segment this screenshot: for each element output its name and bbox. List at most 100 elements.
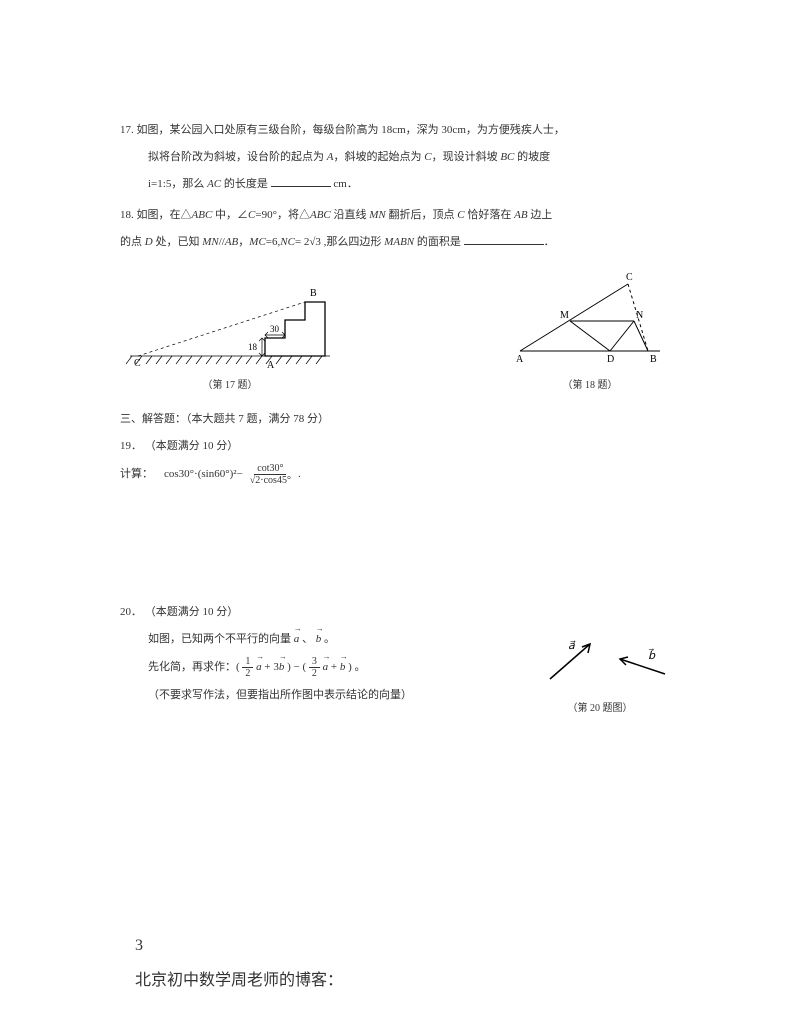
q19-expr: 计算： cos30°·(sin60°)²− cot30° √2·cos45° . <box>120 463 680 486</box>
q17-line3: i=1:5，那么 AC 的长度是 cm． <box>120 174 680 195</box>
calc-label: 计算： <box>120 468 153 480</box>
text: 恰好落在 <box>465 209 515 221</box>
q19-num: 19． <box>120 440 142 452</box>
problem-17: 17. 如图，某公园入口处原有三级台阶，每级台阶高为 18cm，深为 30cm，… <box>120 120 680 141</box>
label-A: A <box>516 354 524 365</box>
n: 3 <box>309 656 320 668</box>
fig20-caption: （第 20 题图） <box>520 699 680 718</box>
text: 的点 <box>120 236 145 248</box>
vec-a: a <box>256 657 262 678</box>
text: ，现设计斜坡 <box>432 151 501 163</box>
var: MC <box>249 236 266 248</box>
var: ABC <box>310 209 331 221</box>
label-B: B <box>650 354 657 365</box>
text: 翻折后，顶点 <box>386 209 458 221</box>
text: 边上 <box>528 209 553 221</box>
exam-page: 17. 如图，某公园入口处原有三级台阶，每级台阶高为 18cm，深为 30cm，… <box>0 0 800 928</box>
label-N: N <box>636 310 643 321</box>
unit: cm． <box>333 178 357 190</box>
fig17-caption: （第 17 题） <box>120 376 340 395</box>
triangle-diagram: A B C D M N <box>500 266 680 376</box>
text: ，斜坡的起始点为 <box>333 151 424 163</box>
fraction: cot30° √2·cos45° <box>247 463 294 486</box>
problem-18: 18. 如图，在△ABC 中，∠C=90°，将△ABC 沿直线 MN 翻折后，顶… <box>120 205 680 226</box>
steps-diagram: B C A 30 18 <box>120 266 340 376</box>
period: . <box>298 464 301 485</box>
vectors-diagram: a⃗ b⃗ <box>520 629 680 699</box>
text: =6, <box>266 236 280 248</box>
var: MABN <box>384 236 414 248</box>
var: C <box>457 209 464 221</box>
var: AB <box>225 236 238 248</box>
answer-blank <box>271 174 331 187</box>
section-3-heading: 三、解答题：（本大题共 7 题，满分 78 分） <box>120 409 680 430</box>
var: MN <box>369 209 386 221</box>
text: ， <box>238 236 249 248</box>
q18-num: 18. <box>120 209 134 221</box>
var: C <box>424 151 431 163</box>
q18-line2: 的点 D 处，已知 MN//AB，MC=6,NC= 2√3 ,那么四边形 MAB… <box>120 232 680 253</box>
work-space <box>120 492 680 602</box>
var: MN <box>202 236 219 248</box>
answer-blank <box>464 232 544 245</box>
text: 中，∠ <box>212 209 248 221</box>
label-M: M <box>560 310 569 321</box>
problem-20: 20． （本题满分 10 分） <box>120 602 680 623</box>
q20-line3: （不要求写作法，但要指出所作图中表示结论的向量） <box>120 685 500 706</box>
label-a: a⃗ <box>568 640 576 652</box>
expr-left: cos30°·(sin60°)²− <box>164 464 243 485</box>
var: BC <box>500 151 514 163</box>
q17-line1: 如图，某公园入口处原有三级台阶，每级台阶高为 18cm，深为 30cm，为方便残… <box>137 124 565 136</box>
text: 处，已知 <box>153 236 203 248</box>
var: AC <box>207 178 221 190</box>
d: 2 <box>309 668 320 679</box>
problem-19: 19． （本题满分 10 分） <box>120 436 680 457</box>
figure-17: B C A 30 18 （第 17 题） <box>120 266 340 395</box>
work-space <box>120 718 680 888</box>
page-footer: 3 北京初中数学周老师的博客： <box>0 928 800 998</box>
vec-b: b <box>316 629 322 650</box>
figure-row: B C A 30 18 （第 17 题） <box>120 266 680 395</box>
text: 的坡度 <box>514 151 550 163</box>
q17-line2: 拟将台阶改为斜坡，设台阶的起点为 A，斜坡的起始点为 C，现设计斜坡 BC 的坡… <box>120 147 680 168</box>
text: i=1:5，那么 <box>148 178 207 190</box>
label-C: C <box>626 272 633 283</box>
var: NC <box>280 236 295 248</box>
vec-a: a <box>323 657 329 678</box>
d: 2 <box>242 668 253 679</box>
figure-18: A B C D M N （第 18 题） <box>500 266 680 395</box>
label-30: 30 <box>270 324 280 334</box>
vec-b: b <box>340 657 346 678</box>
text: =90°，将△ <box>255 209 310 221</box>
label-A: A <box>267 360 275 371</box>
label-D: D <box>607 354 614 365</box>
n: 1 <box>242 656 253 668</box>
text: 如图，在△ <box>137 209 192 221</box>
label-18: 18 <box>248 342 258 352</box>
q19-title: （本题满分 10 分） <box>145 440 239 452</box>
figure-20: a⃗ b⃗ （第 20 题图） <box>520 629 680 718</box>
text: 拟将台阶改为斜坡，设台阶的起点为 <box>148 151 327 163</box>
q20-text: 如图，已知两个不平行的向量 a 、 b 。 先化简，再求作：( 12 a + 3… <box>120 629 500 712</box>
vec-b: b <box>279 657 285 678</box>
numerator: cot30° <box>254 463 286 475</box>
half: 12 <box>242 656 253 679</box>
label-b: b⃗ <box>648 648 656 662</box>
text: 的面积是 <box>414 236 461 248</box>
q20-num: 20． <box>120 606 142 618</box>
text: = 2√3 ,那么四边形 <box>295 236 384 248</box>
text: 的长度是 <box>221 178 268 190</box>
label-B: B <box>310 288 317 299</box>
three-half: 32 <box>309 656 320 679</box>
page-number: 3 <box>135 928 800 963</box>
q20-title: （本题满分 10 分） <box>145 606 239 618</box>
var: AB <box>514 209 527 221</box>
var: D <box>145 236 153 248</box>
blog-link: 北京初中数学周老师的博客： <box>135 963 800 998</box>
fig18-caption: （第 18 题） <box>500 376 680 395</box>
q20-line2: 先化简，再求作：( 12 a + 3b ) − ( 32 a + b ) 。 <box>120 656 500 679</box>
label-C: C <box>134 358 141 369</box>
var: ABC <box>192 209 213 221</box>
vec-a: a <box>294 629 300 650</box>
denominator: √2·cos45° <box>247 475 294 486</box>
